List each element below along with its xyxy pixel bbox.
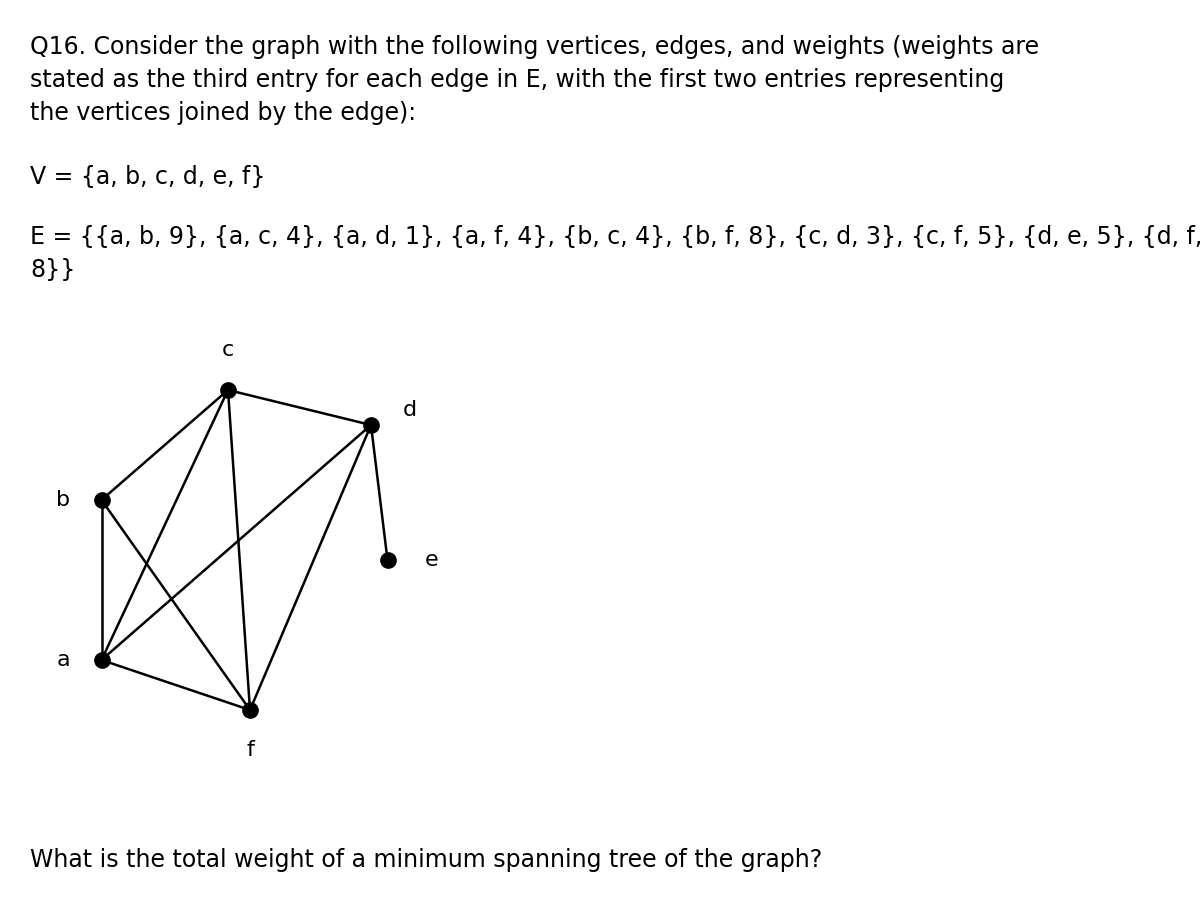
Text: stated as the third entry for each edge in E, with the first two entries represe: stated as the third entry for each edge … xyxy=(30,68,1004,92)
Text: d: d xyxy=(402,400,416,420)
Text: E = {{a, b, 9}, {a, c, 4}, {a, d, 1}, {a, f, 4}, {b, c, 4}, {b, f, 8}, {c, d, 3}: E = {{a, b, 9}, {a, c, 4}, {a, d, 1}, {a… xyxy=(30,225,1200,249)
Text: V = {a, b, c, d, e, f}: V = {a, b, c, d, e, f} xyxy=(30,165,265,189)
Text: f: f xyxy=(246,740,254,760)
Text: the vertices joined by the edge):: the vertices joined by the edge): xyxy=(30,101,416,125)
Text: c: c xyxy=(222,340,234,360)
Text: e: e xyxy=(425,550,438,570)
Text: a: a xyxy=(56,650,70,670)
Text: Q16. Consider the graph with the following vertices, edges, and weights (weights: Q16. Consider the graph with the followi… xyxy=(30,35,1039,59)
Text: 8}}: 8}} xyxy=(30,258,76,282)
Text: What is the total weight of a minimum spanning tree of the graph?: What is the total weight of a minimum sp… xyxy=(30,848,822,872)
Text: b: b xyxy=(56,490,70,510)
